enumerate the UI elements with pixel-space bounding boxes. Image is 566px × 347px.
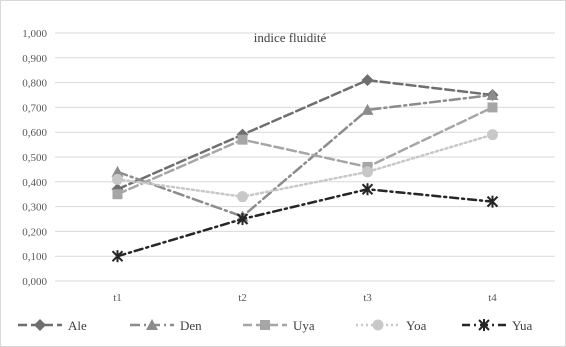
legend: Ale Den Uya Yoa Yua [18,318,532,333]
legend-item: Den [130,318,202,333]
x-tick-label: t4 [488,292,497,304]
series-yoa [112,129,498,203]
data-point [237,191,248,203]
data-point [362,166,373,178]
series-line [116,133,494,198]
data-point [111,165,124,177]
y-tick-label: 0,300 [22,202,47,214]
series-line [116,93,494,218]
x-tick-label: t2 [238,292,247,304]
chart-title: indice fluidité [254,30,327,45]
legend-label: Den [180,318,202,333]
y-axis-tick-labels: 0,000 0,100 0,200 0,300 0,400 0,500 0,600 0,700… [22,28,47,288]
data-point [112,173,123,185]
legend-marker [34,319,46,331]
data-point [361,103,374,115]
series-lines [111,74,499,263]
data-point [486,89,499,100]
y-tick-label: 1,000 [22,28,47,40]
y-tick-label: 0,600 [22,127,47,139]
data-point [237,134,248,145]
legend-label: Yua [512,318,532,333]
y-tick-label: 0,000 [22,276,47,288]
x-tick-label: t1 [113,292,122,304]
series-line [116,106,494,196]
data-point [361,74,374,87]
data-point [236,213,249,225]
series-ale [111,74,499,196]
y-tick-label: 0,200 [22,226,47,238]
legend-item: Yua [462,318,532,333]
series-den [111,89,499,222]
legend-label: Uya [293,318,315,333]
y-tick-label: 0,700 [22,102,47,114]
x-tick-label: t3 [363,292,372,304]
y-tick-label: 0,100 [22,251,47,263]
legend-marker [372,319,384,331]
legend-marker [478,319,490,331]
y-tick-label: 0,800 [22,78,47,90]
series-yua [111,183,499,263]
legend-item: Ale [18,318,87,333]
data-point [361,183,374,196]
legend-item: Yoa [356,318,427,333]
legend-marker [146,319,158,330]
legend-label: Yoa [406,318,427,333]
data-point [486,195,499,208]
series-line [116,78,494,191]
legend-label: Ale [68,318,87,333]
data-point [112,189,123,200]
legend-marker [260,320,270,330]
y-tick-label: 0,900 [22,53,47,65]
y-tick-label: 0,400 [22,177,47,189]
legend-item: Uya [243,318,315,333]
series-line [116,187,494,258]
gridlines [55,32,555,282]
x-axis-tick-labels: t1 t2 t3 t4 [113,292,497,304]
data-point [487,102,498,113]
data-point [111,250,124,263]
data-point [487,129,498,141]
y-tick-label: 0,500 [22,152,47,164]
